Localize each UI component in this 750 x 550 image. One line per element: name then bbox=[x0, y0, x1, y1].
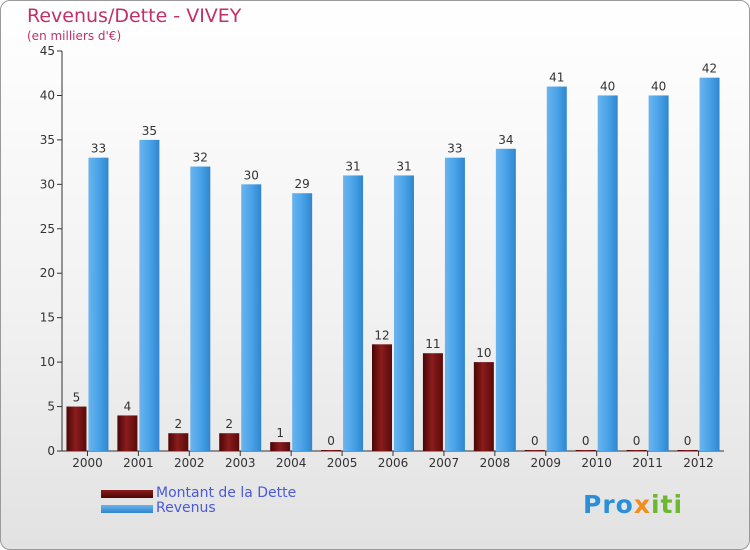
x-tick-label: 2009 bbox=[530, 456, 561, 470]
y-tick-label: 35 bbox=[40, 133, 55, 147]
data-label-revenus: 33 bbox=[91, 142, 106, 156]
x-tick-label: 2002 bbox=[174, 456, 205, 470]
data-label-dette: 4 bbox=[124, 399, 132, 413]
legend-label-revenus: Revenus bbox=[156, 500, 216, 516]
bar-revenus bbox=[394, 175, 414, 451]
bar-revenus bbox=[495, 148, 516, 451]
bar-dette bbox=[575, 450, 596, 451]
bar-revenus bbox=[444, 157, 465, 451]
data-label-dette: 12 bbox=[374, 328, 389, 342]
data-label-revenus: 30 bbox=[244, 168, 259, 182]
bar-revenus bbox=[699, 77, 720, 452]
logo-part-1: Pro bbox=[583, 490, 634, 519]
bar-dette bbox=[219, 433, 240, 451]
data-label-revenus: 31 bbox=[345, 159, 360, 173]
bar-revenus bbox=[648, 95, 669, 451]
data-label-revenus: 41 bbox=[549, 71, 564, 85]
bar-dette bbox=[321, 450, 342, 451]
data-label-dette: 10 bbox=[476, 346, 491, 360]
chart-subtitle: (en milliers d'€) bbox=[27, 29, 122, 43]
bar-dette bbox=[66, 406, 87, 451]
data-label-dette: 0 bbox=[327, 434, 335, 448]
data-label-revenus: 34 bbox=[498, 133, 513, 147]
data-label-dette: 2 bbox=[225, 417, 233, 431]
y-tick-label: 20 bbox=[40, 266, 55, 280]
bar-dette bbox=[626, 450, 647, 451]
x-tick-label: 2001 bbox=[123, 456, 154, 470]
data-label-dette: 5 bbox=[73, 391, 81, 405]
data-label-dette: 0 bbox=[582, 434, 590, 448]
bar-dette bbox=[117, 415, 138, 451]
data-label-revenus: 31 bbox=[396, 159, 411, 173]
y-tick-label: 40 bbox=[40, 88, 55, 102]
bar-dette bbox=[168, 433, 189, 451]
bar-revenus bbox=[546, 86, 567, 452]
legend-swatch-dette bbox=[101, 490, 153, 498]
data-label-dette: 11 bbox=[425, 337, 440, 351]
x-tick-label: 2006 bbox=[378, 456, 409, 470]
data-label-revenus: 33 bbox=[447, 142, 462, 156]
logo-part-2: x bbox=[633, 490, 651, 519]
x-tick-label: 2007 bbox=[429, 456, 460, 470]
x-tick-label: 2010 bbox=[581, 456, 612, 470]
bar-dette bbox=[372, 344, 392, 451]
y-tick-label: 10 bbox=[40, 355, 55, 369]
x-tick-label: 2012 bbox=[683, 456, 714, 470]
bar-revenus bbox=[597, 95, 618, 451]
x-tick-label: 2004 bbox=[276, 456, 307, 470]
y-tick-label: 45 bbox=[40, 44, 55, 58]
bar-revenus bbox=[343, 175, 364, 451]
chart-title: Revenus/Dette - VIVEY bbox=[27, 5, 242, 27]
logo-part-3: iti bbox=[650, 490, 684, 519]
data-label-revenus: 32 bbox=[193, 151, 208, 165]
bar-revenus bbox=[88, 157, 109, 451]
data-label-revenus: 40 bbox=[600, 79, 615, 93]
y-tick-label: 30 bbox=[40, 177, 55, 191]
x-tick-label: 2008 bbox=[480, 456, 511, 470]
bar-dette bbox=[677, 450, 698, 451]
y-tick-label: 15 bbox=[40, 311, 55, 325]
bar-revenus bbox=[190, 166, 211, 452]
bar-dette bbox=[524, 450, 545, 451]
bar-dette bbox=[422, 353, 443, 451]
data-label-revenus: 42 bbox=[702, 62, 717, 76]
data-label-revenus: 29 bbox=[295, 177, 310, 191]
legend-swatch-revenus bbox=[101, 505, 153, 513]
y-tick-label: 5 bbox=[47, 400, 55, 414]
data-label-dette: 0 bbox=[633, 434, 641, 448]
x-tick-label: 2011 bbox=[632, 456, 663, 470]
data-label-dette: 1 bbox=[276, 426, 284, 440]
x-tick-label: 2000 bbox=[72, 456, 103, 470]
bar-revenus bbox=[139, 139, 160, 451]
bar-revenus bbox=[241, 184, 262, 452]
data-label-revenus: 35 bbox=[142, 124, 157, 138]
data-label-revenus: 40 bbox=[651, 79, 666, 93]
legend-label-dette: Montant de la Dette bbox=[156, 485, 297, 501]
data-label-dette: 2 bbox=[174, 417, 182, 431]
x-tick-label: 2005 bbox=[327, 456, 358, 470]
bar-dette bbox=[270, 442, 291, 451]
data-label-dette: 0 bbox=[531, 434, 539, 448]
bar-dette bbox=[473, 362, 494, 451]
y-tick-label: 25 bbox=[40, 222, 55, 236]
data-label-dette: 0 bbox=[684, 434, 692, 448]
proxiti-logo: Proxiti bbox=[583, 490, 683, 519]
y-tick-label: 0 bbox=[47, 444, 55, 458]
x-tick-label: 2003 bbox=[225, 456, 256, 470]
bar-revenus bbox=[292, 193, 313, 451]
